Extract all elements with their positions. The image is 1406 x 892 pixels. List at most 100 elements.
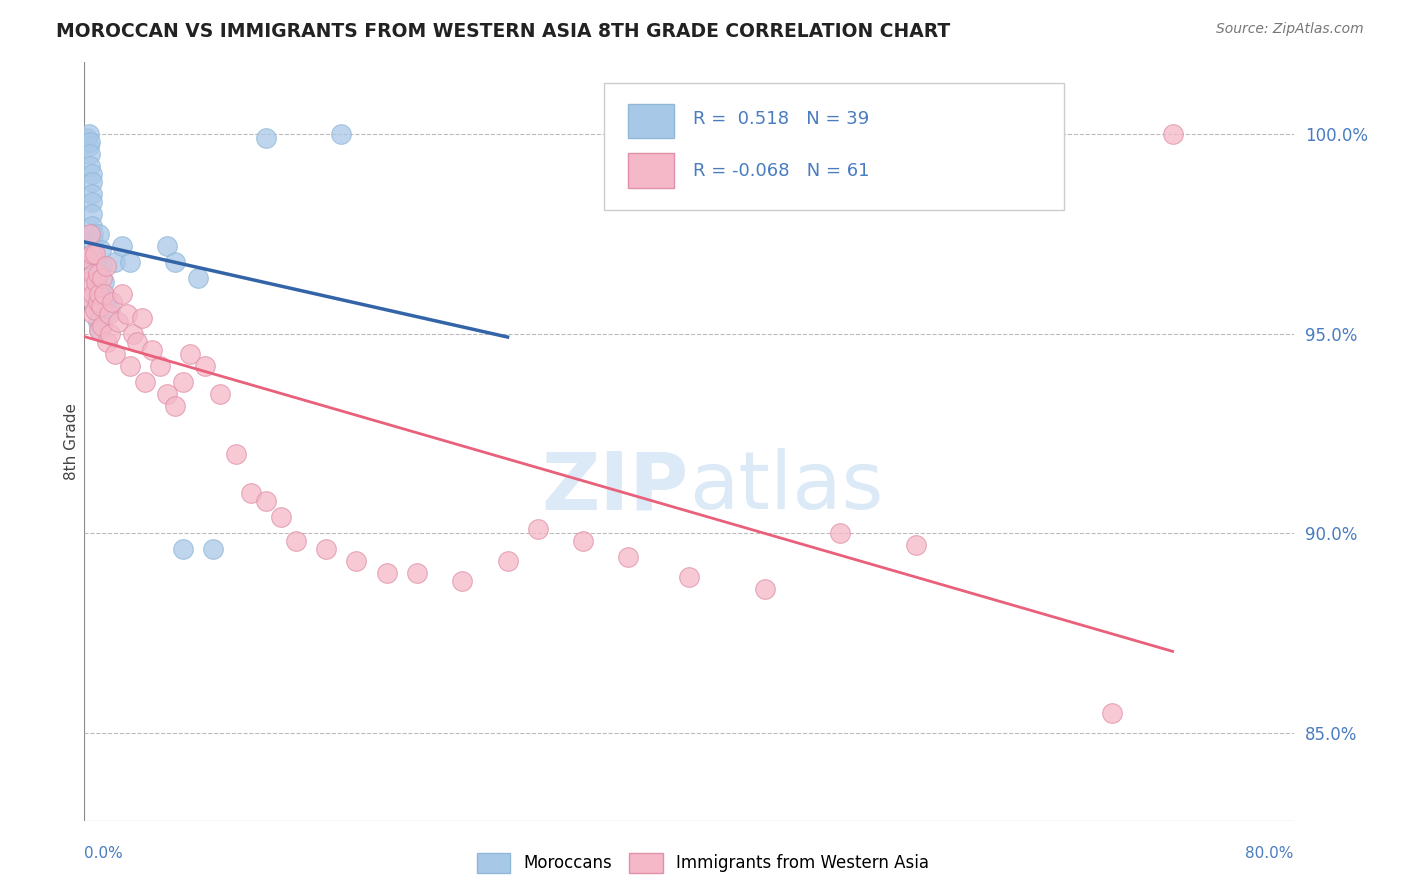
Point bbox=[239, 486, 262, 500]
Point bbox=[254, 494, 277, 508]
Point bbox=[1101, 706, 1123, 720]
Text: atlas: atlas bbox=[689, 448, 883, 526]
Point bbox=[87, 302, 110, 317]
Point bbox=[79, 227, 101, 241]
Point bbox=[80, 167, 103, 181]
Point bbox=[80, 175, 103, 189]
Point bbox=[104, 347, 127, 361]
Point bbox=[270, 510, 292, 524]
Point bbox=[82, 247, 104, 261]
Point bbox=[225, 446, 247, 460]
Point bbox=[84, 247, 107, 261]
Point bbox=[118, 359, 141, 373]
Point bbox=[104, 255, 127, 269]
Point bbox=[375, 566, 398, 581]
Point bbox=[346, 554, 368, 568]
Point bbox=[678, 570, 700, 584]
FancyBboxPatch shape bbox=[605, 83, 1064, 211]
Point bbox=[79, 147, 101, 161]
FancyBboxPatch shape bbox=[628, 104, 675, 138]
Point bbox=[98, 326, 121, 341]
Point bbox=[86, 286, 108, 301]
Text: 0.0%: 0.0% bbox=[84, 846, 124, 861]
Point bbox=[77, 128, 100, 142]
Point bbox=[209, 386, 232, 401]
Point bbox=[91, 271, 114, 285]
Point bbox=[82, 307, 104, 321]
Point bbox=[179, 347, 201, 361]
Point bbox=[131, 310, 153, 325]
Point bbox=[1161, 128, 1184, 142]
Point bbox=[285, 534, 308, 549]
Point bbox=[91, 259, 114, 273]
Point bbox=[165, 399, 187, 413]
Point bbox=[89, 323, 111, 337]
Text: 80.0%: 80.0% bbox=[1246, 846, 1294, 861]
Point bbox=[96, 334, 118, 349]
Text: R = -0.068   N = 61: R = -0.068 N = 61 bbox=[693, 161, 869, 180]
Point bbox=[84, 302, 107, 317]
Point bbox=[98, 302, 121, 317]
Point bbox=[80, 195, 103, 210]
Point bbox=[141, 343, 163, 357]
Point bbox=[201, 542, 224, 557]
Point bbox=[496, 554, 519, 568]
Point bbox=[315, 542, 337, 557]
Point bbox=[617, 550, 640, 565]
Point bbox=[80, 187, 103, 202]
Text: ZIP: ZIP bbox=[541, 448, 689, 526]
Point bbox=[84, 255, 107, 269]
Point bbox=[87, 315, 110, 329]
Point bbox=[76, 131, 98, 145]
FancyBboxPatch shape bbox=[628, 153, 675, 187]
Text: R =  0.518   N = 39: R = 0.518 N = 39 bbox=[693, 111, 869, 128]
Point bbox=[165, 255, 187, 269]
Point bbox=[127, 334, 149, 349]
Point bbox=[451, 574, 474, 589]
Point bbox=[89, 323, 111, 337]
Point bbox=[80, 207, 103, 221]
Text: MOROCCAN VS IMMIGRANTS FROM WESTERN ASIA 8TH GRADE CORRELATION CHART: MOROCCAN VS IMMIGRANTS FROM WESTERN ASIA… bbox=[56, 22, 950, 41]
Point bbox=[107, 315, 129, 329]
Point bbox=[79, 135, 101, 149]
Point bbox=[149, 359, 172, 373]
Point bbox=[93, 275, 115, 289]
Point bbox=[90, 243, 112, 257]
Point bbox=[572, 534, 595, 549]
Point bbox=[82, 286, 104, 301]
Point bbox=[86, 275, 108, 289]
Point bbox=[754, 582, 776, 597]
Point bbox=[84, 267, 107, 281]
Point bbox=[82, 235, 104, 249]
Legend: Moroccans, Immigrants from Western Asia: Moroccans, Immigrants from Western Asia bbox=[471, 847, 935, 880]
Point bbox=[118, 255, 141, 269]
Point bbox=[527, 522, 550, 536]
Point bbox=[830, 526, 852, 541]
Point bbox=[97, 307, 120, 321]
Point bbox=[134, 375, 156, 389]
Point bbox=[156, 386, 179, 401]
Point bbox=[330, 128, 353, 142]
Point bbox=[79, 291, 101, 305]
Point bbox=[194, 359, 217, 373]
Point bbox=[86, 275, 108, 289]
Point bbox=[89, 286, 111, 301]
Point bbox=[79, 159, 101, 173]
Point bbox=[156, 239, 179, 253]
Point bbox=[406, 566, 429, 581]
Point bbox=[77, 275, 100, 289]
Text: Source: ZipAtlas.com: Source: ZipAtlas.com bbox=[1216, 22, 1364, 37]
Point bbox=[91, 318, 114, 333]
Point bbox=[172, 375, 194, 389]
Point bbox=[76, 251, 98, 265]
Point bbox=[77, 139, 100, 153]
Point bbox=[89, 227, 111, 241]
Point bbox=[90, 299, 112, 313]
Point bbox=[94, 259, 117, 273]
Point bbox=[115, 307, 138, 321]
Y-axis label: 8th Grade: 8th Grade bbox=[63, 403, 79, 480]
Point bbox=[80, 247, 103, 261]
Point bbox=[87, 267, 110, 281]
Point bbox=[254, 131, 277, 145]
Point bbox=[87, 294, 110, 309]
